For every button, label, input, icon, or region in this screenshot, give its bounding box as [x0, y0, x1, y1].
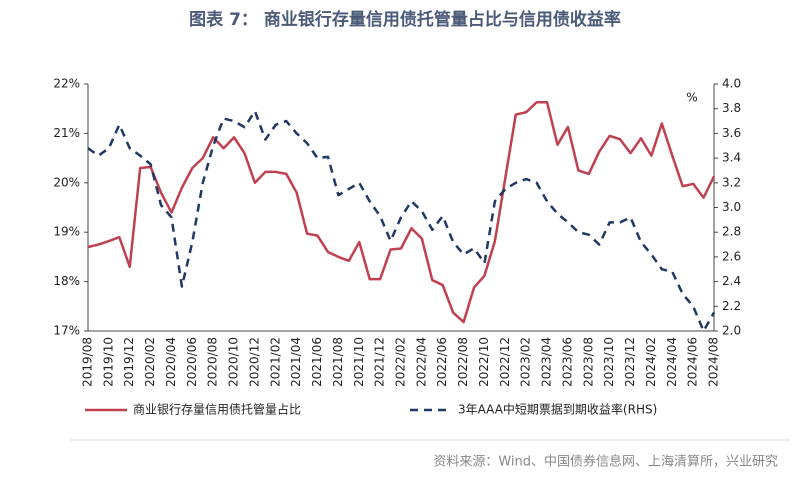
x-tick-label: 2022/02	[394, 337, 408, 387]
y-tick-label: 21%	[53, 126, 80, 140]
y2-tick-label: 2.6	[722, 249, 741, 263]
chart-title: 图表 7： 商业银行存量信用债托管量占比与信用债收益率	[189, 9, 621, 30]
x-tick-label: 2023/10	[602, 337, 616, 387]
x-tick-label: 2024/06	[686, 337, 700, 387]
y2-tick-label: 3.2	[722, 175, 741, 189]
x-tick-label: 2021/10	[352, 337, 366, 387]
x-tick-label: 2024/04	[665, 337, 679, 387]
y2-tick-label: 3.8	[722, 101, 741, 115]
x-tick-label: 2021/04	[289, 337, 303, 387]
x-tick-label: 2021/12	[373, 337, 387, 387]
source-note: 资料来源：Wind、中国债券信息网、上海清算所，兴业研究	[433, 454, 778, 470]
x-tick-label: 2022/08	[456, 337, 470, 387]
y2-tick-label: 2.4	[722, 274, 741, 288]
x-tick-label: 2020/04	[164, 337, 178, 387]
x-tick-label: 2023/02	[519, 337, 533, 387]
y-tick-label: 22%	[53, 77, 80, 91]
x-tick-label: 2022/10	[477, 337, 491, 387]
x-tick-label: 2019/12	[122, 337, 136, 387]
y2-tick-label: 4.0	[722, 77, 741, 91]
x-tick-label: 2020/02	[143, 337, 157, 387]
y2-tick-label: 2.2	[722, 299, 741, 313]
x-tick-label: 2023/08	[581, 337, 595, 387]
x-tick-label: 2023/06	[560, 337, 574, 387]
x-tick-label: 2021/08	[331, 337, 345, 387]
x-tick-label: 2020/06	[185, 337, 199, 387]
x-tick-label: 2019/10	[101, 337, 115, 387]
y2-tick-label: 3.0	[722, 200, 741, 214]
series-line	[87, 101, 716, 324]
x-tick-label: 2020/08	[206, 337, 220, 387]
x-tick-label: 2021/06	[310, 337, 324, 387]
x-tick-label: 2021/02	[268, 337, 282, 387]
x-tick-label: 2020/10	[227, 337, 241, 387]
x-tick-label: 2022/06	[435, 337, 449, 387]
y2-tick-label: 2.0	[722, 324, 741, 338]
y2-tick-label: 2.8	[722, 225, 741, 239]
y-tick-label: 17%	[53, 324, 80, 338]
legend-label: 商业银行存量信用债托管量占比	[133, 402, 301, 417]
y-tick-label: 20%	[53, 175, 80, 189]
x-tick-label: 2022/04	[414, 337, 428, 387]
y2-tick-label: 3.6	[722, 126, 741, 140]
x-tick-label: 2024/08	[707, 337, 721, 387]
y-tick-label: 18%	[53, 274, 80, 288]
y2-unit: %	[686, 91, 697, 105]
x-tick-label: 2023/04	[540, 337, 554, 387]
y-tick-label: 19%	[53, 225, 80, 239]
x-tick-label: 2019/08	[81, 337, 95, 387]
legend-label: 3年AAA中短期票据到期收益率(RHS)	[458, 402, 657, 417]
x-tick-label: 2022/12	[498, 337, 512, 387]
x-tick-label: 2020/12	[247, 337, 261, 387]
x-tick-label: 2023/12	[623, 337, 637, 387]
y2-tick-label: 3.4	[722, 151, 741, 165]
x-tick-label: 2024/02	[644, 337, 658, 387]
series-line	[87, 109, 716, 333]
